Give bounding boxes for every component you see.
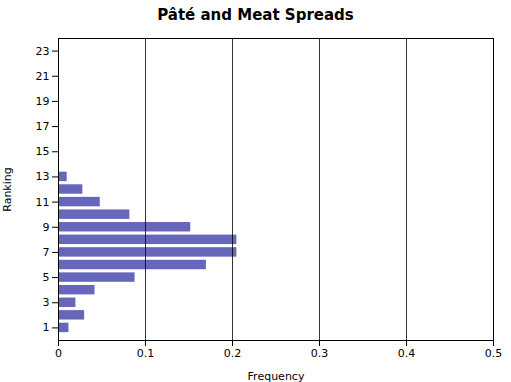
svg-text:11: 11 [36, 196, 50, 209]
svg-text:0.1: 0.1 [137, 347, 155, 360]
svg-text:13: 13 [36, 170, 50, 183]
svg-text:0.4: 0.4 [398, 347, 416, 360]
svg-text:0.5: 0.5 [485, 347, 503, 360]
svg-text:0: 0 [55, 347, 62, 360]
svg-text:15: 15 [36, 145, 50, 158]
svg-text:19: 19 [36, 95, 50, 108]
svg-text:0.2: 0.2 [224, 347, 242, 360]
svg-text:9: 9 [43, 221, 50, 234]
svg-text:21: 21 [36, 70, 50, 83]
svg-text:1: 1 [43, 321, 50, 334]
svg-text:Ranking: Ranking [1, 167, 14, 212]
svg-text:Frequency: Frequency [248, 370, 305, 382]
svg-text:0.3: 0.3 [311, 347, 329, 360]
svg-text:3: 3 [43, 296, 50, 309]
svg-text:17: 17 [36, 120, 50, 133]
svg-text:23: 23 [36, 45, 50, 58]
html-text:Pâté and Meat Spreads: Pâté and Meat Spreads [157, 6, 354, 24]
svg-text:7: 7 [43, 246, 50, 259]
svg-text:5: 5 [43, 271, 50, 284]
